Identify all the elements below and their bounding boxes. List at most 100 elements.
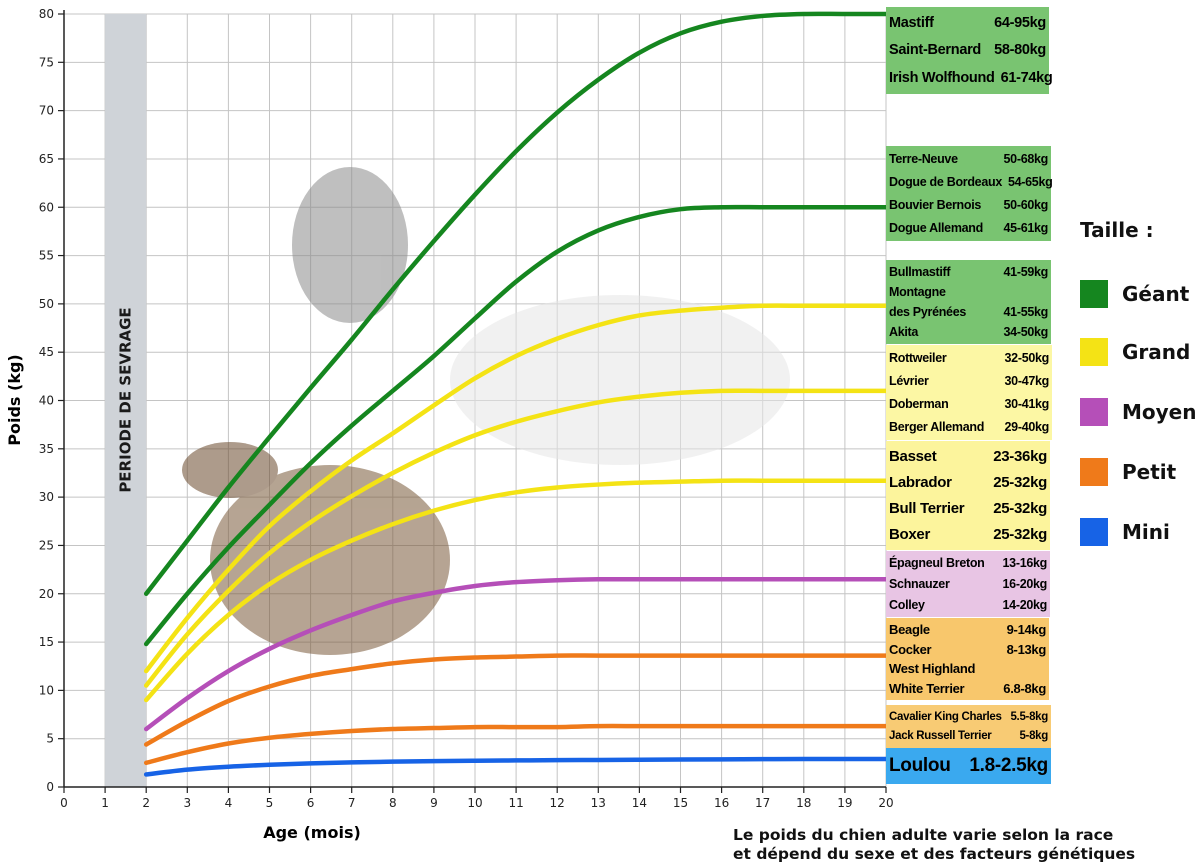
breed-name: Saint-Bernard [889,42,981,59]
breed-name: Loulou [889,755,951,776]
breed-name: Montagne [889,285,946,299]
breed-row: Schnauzer 16-20kg [889,577,1047,591]
small-dog-body [210,465,450,655]
breed-row: Bull Terrier 25-32kg [889,500,1047,517]
breed-weight: 61-74kg [1000,70,1053,87]
y-tick-label: 55 [39,249,54,263]
x-tick-label: 18 [796,796,811,810]
breed-row: Colley 14-20kg [889,598,1047,612]
y-tick-label: 25 [39,538,54,552]
breed-weight: 34-50kg [1003,325,1049,339]
breed-row: Épagneul Breton 13-16kg [889,556,1047,570]
breed-row: Berger Allemand 29-40kg [889,420,1049,434]
breed-row: Basset 23-36kg [889,448,1047,465]
legend-label: Mini [1122,520,1170,544]
x-tick-label: 0 [60,796,68,810]
y-tick-label: 5 [46,732,54,746]
y-tick-label: 30 [39,490,54,504]
y-axis-label: Poids (kg) [5,354,24,445]
breed-row: Dogue Allemand 45-61kg [889,221,1048,235]
breed-name: Akita [889,325,919,339]
legend-item: Grand [1080,338,1190,366]
breed-row: Mastiff 64-95kg [889,15,1046,31]
breed-weight: 1.8-2.5kg [969,755,1048,776]
legend-swatch [1080,338,1108,366]
x-tick-label: 9 [430,796,438,810]
breed-row: West Highland [889,661,1046,676]
breed-weight: 29-40kg [1004,419,1050,434]
breed-name: Colley [889,597,925,612]
breed-weight: 25-32kg [993,473,1047,491]
breed-weight: 50-60kg [1003,197,1049,212]
breed-weight: 30-47kg [1004,374,1050,389]
small-dog-ear [182,442,278,498]
footnote-line: et dépend du sexe et des facteurs généti… [733,845,1136,863]
breed-weight: 25-32kg [993,526,1047,544]
x-tick-label: 5 [266,796,274,810]
breed-name: Terre-Neuve [889,152,958,167]
x-tick-label: 10 [467,796,482,810]
breed-weight: 5.5-8kg [1010,710,1048,723]
breed-name: Bullmastiff [889,265,951,279]
x-tick-label: 15 [673,796,688,810]
breed-weight: 30-41kg [1004,396,1050,411]
x-tick-label: 4 [225,796,233,810]
x-tick-label: 16 [714,796,729,810]
breed-name: White Terrier [889,680,965,696]
footnote-line: Le poids du chien adulte varie selon la … [733,826,1114,844]
x-tick-label: 7 [348,796,356,810]
breed-row: Doberman 30-41kg [889,397,1049,411]
breed-name: Beagle [889,622,930,638]
x-tick-label: 6 [307,796,315,810]
breed-panel: Loulou 1.8-2.5kg [886,748,1051,784]
breed-row: Rottweiler 32-50kg [889,351,1049,365]
breed-panel: Épagneul Breton 13-16kg Schnauzer 16-20kg Co… [886,551,1050,617]
legend-title: Taille : [1080,218,1154,242]
x-tick-label: 11 [508,796,523,810]
x-tick-label: 19 [837,796,852,810]
breed-panel: Basset 23-36kg Labrador 25-32kg Bull Terrier… [886,441,1050,550]
breed-name: Dogue de Bordeaux [889,175,1002,190]
x-tick-label: 17 [755,796,770,810]
y-tick-label: 35 [39,442,54,456]
y-tick-label: 70 [39,104,54,118]
breed-name: des Pyrénées [889,305,967,319]
y-tick-label: 75 [39,55,54,69]
breed-panel: Cavalier King Charles 5.5-8kg Jack Russell… [886,705,1051,748]
breed-weight: 8-13kg [1006,641,1047,657]
breed-row: Beagle 9-14kg [889,622,1046,637]
breed-row: Cocker 8-13kg [889,642,1046,657]
x-tick-label: 12 [550,796,565,810]
y-tick-label: 40 [39,394,54,408]
breed-name: Bull Terrier [889,500,965,518]
y-tick-label: 10 [39,683,54,697]
breed-weight: 32-50kg [1004,351,1050,366]
breed-name: Cavalier King Charles [889,710,1002,723]
legend-item: Géant [1080,280,1189,308]
growth-curve-petit [143,723,889,766]
y-tick-label: 80 [39,7,54,21]
legend-label: Petit [1122,460,1177,484]
x-tick-label: 13 [591,796,606,810]
legend-swatch [1080,280,1108,308]
x-tick-label: 2 [142,796,150,810]
breed-row: Irish Wolfhound 61-74kg [889,70,1053,86]
breed-panel: Terre-Neuve 50-68kg Dogue de Bordeaux 54-65… [886,146,1053,241]
breed-row: Akita 34-50kg [889,325,1048,339]
breed-weight: 58-80kg [994,42,1046,59]
growth-curve-grand [143,478,889,703]
dogs-illustration [182,167,790,655]
breed-row: Jack Russell Terrier 5-8kg [889,730,1048,742]
large-dog-body [450,295,790,465]
legend-label: Moyen [1122,400,1197,424]
breed-name: Bouvier Bernois [889,197,982,212]
breed-weight: 14-20kg [1002,597,1048,612]
x-tick-label: 3 [183,796,191,810]
growth-curve-géant [143,11,889,596]
breed-weight: 5-8kg [1019,730,1048,743]
growth-curve-mini [143,756,889,777]
y-tick-label: 45 [39,345,54,359]
footnote: Le poids du chien adulte varie selon la … [733,826,1135,864]
growth-curves [143,11,889,777]
